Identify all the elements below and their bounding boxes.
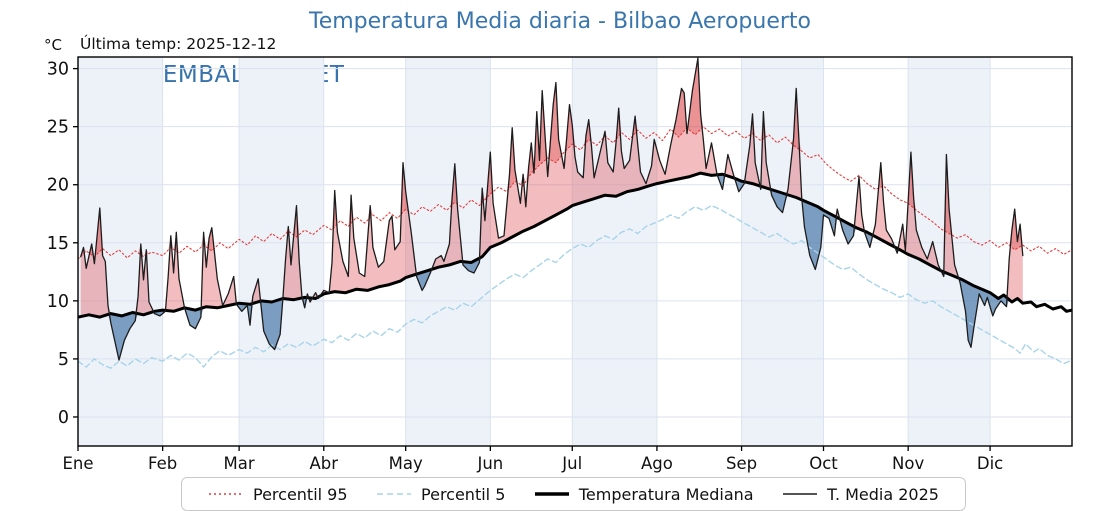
month-band-jul xyxy=(572,57,657,446)
legend-label: Percentil 95 xyxy=(253,484,348,504)
x-tick-label: May xyxy=(389,454,423,473)
y-tick-label: 10 xyxy=(47,292,69,312)
percentil-5-line xyxy=(78,204,1072,369)
y-tick-label: 0 xyxy=(58,408,69,428)
legend-item-percentil-95: Percentil 95 xyxy=(208,485,348,504)
y-tick-label: 20 xyxy=(47,176,69,196)
fill-above-p95 xyxy=(80,58,1023,258)
x-tick-label: Oct xyxy=(809,454,838,473)
y-tick-label: 5 xyxy=(58,350,69,370)
legend: Percentil 95 Percentil 5 Temperatura Media… xyxy=(181,477,966,511)
legend-line-sample xyxy=(534,492,569,496)
t-media-2025-line xyxy=(80,57,1024,361)
x-tick-label: Dic xyxy=(977,454,1003,473)
y-tick-label: 15 xyxy=(47,234,69,254)
legend-line-sample xyxy=(783,493,818,495)
y-tick-label: 25 xyxy=(47,118,69,138)
month-band-nov xyxy=(908,57,991,446)
legend-label: T. Media 2025 xyxy=(827,484,939,504)
legend-item-temperatura-mediana: Temperatura Mediana xyxy=(534,485,754,504)
chart-figure: Temperatura Media diaria - Bilbao Aeropu… xyxy=(44,9,1073,511)
fill-above-median xyxy=(80,58,1023,318)
x-tick-label: Sep xyxy=(726,454,757,473)
legend-line-sample xyxy=(209,493,243,495)
legend-line-sample xyxy=(377,493,412,495)
x-tick-label: Ago xyxy=(641,454,673,473)
x-tick-label: Jun xyxy=(476,454,503,473)
legend-label: Percentil 5 xyxy=(421,484,506,504)
plot-border xyxy=(77,56,1073,447)
chart-title: Temperatura Media diaria - Bilbao Aeropu… xyxy=(309,9,811,34)
legend-item-percentil-5: Percentil 5 xyxy=(376,485,505,504)
month-band-may xyxy=(405,57,491,446)
legend-item-t-media-2025: T. Media 2025 xyxy=(782,485,939,504)
x-tick-label: Ene xyxy=(62,454,93,473)
y-tick-label: 30 xyxy=(47,60,69,80)
x-tick-label: Nov xyxy=(892,454,924,473)
x-tick-label: Feb xyxy=(148,454,177,473)
x-tick-label: Mar xyxy=(224,454,255,473)
month-band-mar xyxy=(239,57,324,446)
app-window: { "title": "Temperatura Media diaria - B… xyxy=(44,9,1073,511)
temperature-chart: 0 5 10 15 20 25 30 Ene Feb Mar Abr May Jun Jul Ago Sep O… xyxy=(47,56,1073,473)
mediana-line xyxy=(78,171,1072,319)
y-axis-unit-label: °C xyxy=(44,36,62,54)
last-temp-label: Última temp: 2025-12-12 xyxy=(80,35,277,53)
x-tick-label: Abr xyxy=(309,454,338,473)
legend-label: Temperatura Mediana xyxy=(578,484,754,504)
x-tick-label: Jul xyxy=(561,454,582,473)
